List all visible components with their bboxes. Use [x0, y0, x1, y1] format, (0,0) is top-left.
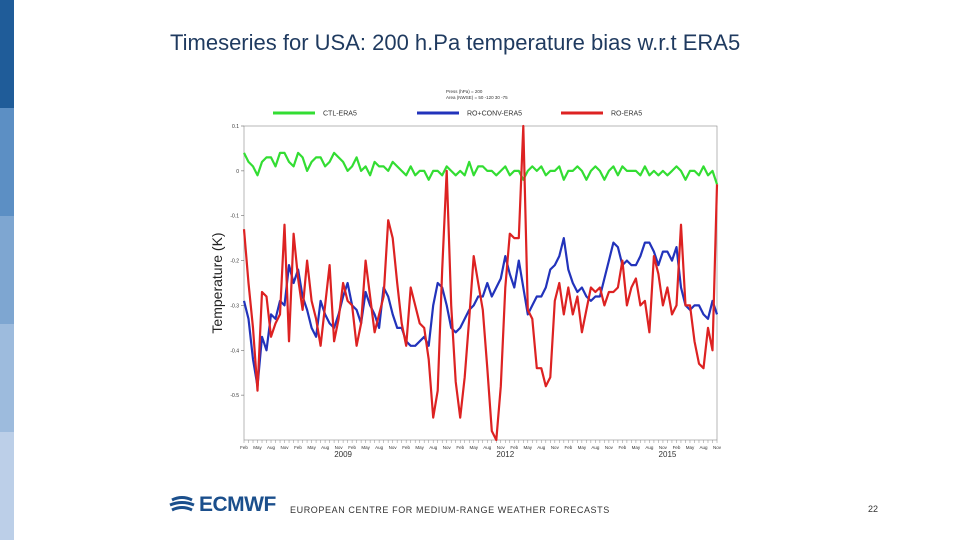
x-tick-label: Nov [551, 445, 560, 450]
x-tick-label: Nov [443, 445, 452, 450]
x-tick-label: Aug [483, 445, 492, 450]
x-tick-label: May [578, 445, 587, 450]
x-tick-label: Feb [456, 445, 464, 450]
ecmwf-logo-text: ECMWF [199, 493, 276, 516]
year-label: 2009 [334, 450, 352, 459]
y-tick-label: 0 [236, 169, 239, 175]
x-tick-label: Feb [294, 445, 302, 450]
x-tick-label: Aug [321, 445, 330, 450]
year-label: 2015 [659, 450, 677, 459]
chart-info-line: Area (NWSE) = 50 -120 30 -75 [446, 95, 508, 100]
legend-label-0: CTL-ERA5 [323, 111, 357, 118]
x-tick-label: Aug [699, 445, 708, 450]
sidebar-segment-2 [0, 108, 14, 216]
x-tick-label: Aug [375, 445, 384, 450]
x-tick-label: Feb [402, 445, 410, 450]
x-tick-label: Aug [591, 445, 600, 450]
x-tick-label: Feb [673, 445, 681, 450]
series-line-ro-era5 [242, 124, 719, 442]
x-tick-label: May [361, 445, 370, 450]
x-tick-label: Feb [510, 445, 518, 450]
legend-label-2: RO-ERA5 [611, 111, 642, 118]
x-tick-label: Feb [564, 445, 572, 450]
y-axis-label: Temperature (K) [209, 232, 225, 333]
x-tick-label: Feb [619, 445, 627, 450]
x-tick-label: Aug [537, 445, 546, 450]
x-tick-label: May [415, 445, 424, 450]
legend-label-1: RO+CONV-ERA5 [467, 111, 522, 118]
x-tick-label: Nov [389, 445, 398, 450]
x-tick-label: Aug [645, 445, 654, 450]
y-tick-label: -0.3 [230, 303, 239, 309]
sidebar-segment-5 [0, 432, 14, 540]
footer-organization: EUROPEAN CENTRE FOR MEDIUM-RANGE WEATHER… [290, 505, 610, 515]
year-label: 2012 [496, 450, 514, 459]
ecmwf-logo: ECMWF [168, 493, 276, 517]
x-tick-label: Nov [281, 445, 290, 450]
sidebar-segment-4 [0, 324, 14, 432]
plot-frame [243, 125, 718, 441]
ecmwf-logo-icon [169, 496, 195, 512]
slide-title: Timeseries for USA: 200 h.Pa temperature… [170, 30, 741, 55]
y-tick-label: -0.5 [230, 393, 239, 399]
x-tick-label: Nov [659, 445, 668, 450]
x-tick-label: Nov [335, 445, 344, 450]
x-tick-label: May [253, 445, 262, 450]
series-line-ctl-era5 [243, 151, 719, 185]
x-tick-label: May [632, 445, 641, 450]
x-tick-label: Nov [497, 445, 506, 450]
sidebar-segment-1 [0, 0, 14, 108]
x-tick-label: Feb [348, 445, 356, 450]
chart-info-line: Press (hPa) = 200 [446, 89, 483, 94]
x-tick-label: May [524, 445, 533, 450]
page-number: 22 [868, 504, 879, 514]
y-tick-label: -0.2 [230, 259, 239, 265]
y-tick-label: -0.1 [230, 214, 239, 220]
x-tick-label: Aug [429, 445, 438, 450]
sidebar-accent [0, 0, 14, 540]
x-tick-label: Aug [267, 445, 276, 450]
y-tick-label: 0.1 [232, 124, 239, 130]
x-tick-label: Feb [240, 445, 248, 450]
y-tick-label: -0.4 [230, 348, 239, 354]
x-tick-label: May [686, 445, 695, 450]
sidebar-segment-3 [0, 216, 14, 324]
x-tick-label: May [307, 445, 316, 450]
x-tick-label: Nov [713, 445, 722, 450]
x-tick-label: May [469, 445, 478, 450]
x-tick-label: Nov [605, 445, 614, 450]
